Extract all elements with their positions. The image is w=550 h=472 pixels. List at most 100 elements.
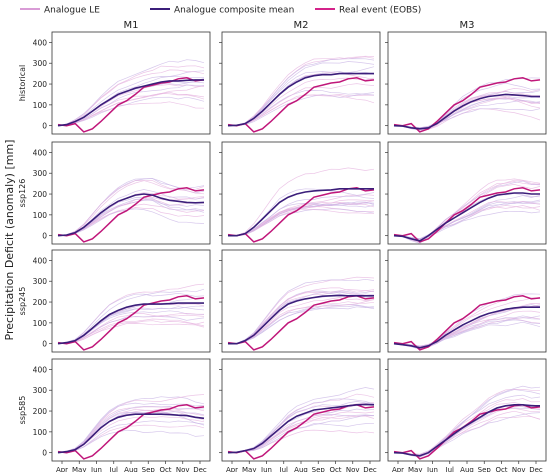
y-tick-label: 0	[42, 232, 47, 241]
composite-mean-line	[228, 294, 374, 345]
analogue-member-line	[227, 92, 375, 127]
x-tick-label: Jul	[445, 466, 455, 472]
panel-historical-M1: 0 100 200 300 400 historical	[18, 31, 211, 135]
panel-ssp585-M3: Apr May Jun Jul Aug Sep Oct Nov Dec	[385, 358, 547, 472]
row-label: ssp585	[18, 396, 27, 425]
panel-ssp245-M1: 0 100 200 300 400 ssp245	[18, 249, 211, 353]
panel-frame	[221, 249, 381, 353]
panel-frame	[221, 31, 381, 135]
composite-mean-line	[393, 192, 540, 242]
real-event-line	[393, 77, 541, 133]
panel-historical-M3	[385, 31, 547, 135]
x-tick-label: Jun	[260, 466, 272, 472]
x-tick-label: Jul	[109, 466, 119, 472]
panel-ssp245-M2	[219, 249, 381, 353]
y-tick-label: 200	[33, 298, 48, 307]
x-tick-label: Nov	[176, 466, 190, 472]
panel-frame	[51, 141, 211, 245]
legend-label: Analogue composite mean	[174, 6, 294, 16]
composite-mean-line	[57, 302, 204, 345]
analogue-member-line	[57, 420, 205, 454]
column-title: M3	[460, 20, 475, 31]
x-tick-label: Aug	[294, 466, 308, 472]
x-tick-label: Aug	[124, 466, 138, 472]
analogue-member-line	[57, 76, 205, 127]
analogue-member-line	[227, 387, 375, 454]
composite-mean-line	[393, 93, 540, 130]
y-tick-label: 100	[33, 428, 48, 437]
analogue-member-line	[227, 83, 375, 127]
x-tick-label: Jul	[279, 466, 289, 472]
analogue-member-line	[57, 320, 205, 345]
y-tick-label: 200	[33, 190, 48, 199]
panel-grid: 0 100 200 300 400 historical 0 100 200 300 400 ssp1…	[18, 31, 547, 472]
panel-frame	[221, 358, 381, 462]
y-tick-label: 400	[33, 256, 48, 265]
y-tick-label: 0	[42, 122, 47, 131]
real-event-line	[57, 295, 205, 351]
x-tick-label: Dec	[363, 466, 377, 472]
column-title: M1	[124, 20, 139, 31]
x-tick-label: Nov	[346, 466, 360, 472]
y-tick-label: 100	[33, 211, 48, 220]
analogue-member-line	[57, 292, 205, 345]
x-tick-label: Oct	[329, 466, 341, 472]
real-event-line	[227, 77, 375, 133]
composite-mean-line	[227, 403, 375, 454]
y-tick-label: 300	[33, 277, 48, 286]
analogue-member-line	[228, 201, 375, 237]
analogue-member-line	[393, 416, 541, 455]
analogue-member-line	[57, 283, 205, 345]
x-tick-label: May	[242, 466, 256, 472]
x-tick-label: Apr	[56, 466, 68, 472]
x-tick-label: Jun	[426, 466, 438, 472]
panel-frame	[387, 249, 547, 353]
legend-label: Analogue LE	[44, 6, 100, 16]
analogue-member-line	[227, 278, 375, 345]
y-axis-label: Precipitation Deficit (anomaly) [mm]	[3, 140, 16, 341]
x-tick-label: Nov	[512, 466, 526, 472]
analogue-member-line	[57, 402, 205, 454]
analogue-member-line	[57, 405, 205, 454]
panel-historical-M2	[219, 31, 381, 135]
column-titles: M1 M2 M3	[124, 20, 475, 31]
row-label: historical	[18, 65, 27, 102]
analogue-member-line	[57, 208, 205, 237]
composite-mean-line	[57, 79, 204, 127]
panel-lines	[393, 77, 541, 133]
x-tick-label: Apr	[226, 466, 238, 472]
legend: Analogue LE Analogue composite mean Real e…	[20, 6, 421, 16]
composite-mean-line	[393, 404, 540, 457]
panel-lines	[393, 385, 541, 460]
panel-lines	[57, 178, 205, 243]
composite-mean-line	[393, 306, 540, 349]
analogue-member-line	[57, 59, 205, 127]
panel-ssp245-M3	[385, 249, 547, 353]
panel-lines	[57, 59, 205, 133]
x-tick-label: Sep	[478, 466, 492, 472]
real-event-line	[227, 295, 375, 351]
panel-lines	[57, 283, 205, 351]
analogue-member-line	[227, 167, 375, 237]
y-tick-label: 200	[33, 407, 48, 416]
panel-lines	[227, 276, 375, 351]
analogue-member-line	[57, 394, 205, 454]
panel-frame	[51, 249, 211, 353]
y-tick-label: 100	[33, 319, 48, 328]
analogue-member-line	[393, 321, 541, 347]
real-event-line	[57, 77, 205, 133]
analogue-member-line	[227, 208, 374, 237]
panel-lines	[57, 394, 205, 460]
panel-ssp585-M1: 0 100 200 300 400 ssp585 Apr May Jun Jul Aug Sep Oct…	[18, 358, 211, 472]
analogue-member-line	[227, 414, 375, 454]
x-tick-label: Jun	[90, 466, 102, 472]
composite-mean-line	[228, 188, 374, 237]
analogue-member-line	[393, 99, 541, 129]
y-tick-label: 0	[42, 340, 47, 349]
panel-frame	[387, 31, 547, 135]
analogue-member-line	[57, 198, 205, 237]
x-tick-label: Sep	[312, 466, 326, 472]
panel-frame	[51, 31, 211, 135]
analogue-member-line	[57, 180, 205, 237]
